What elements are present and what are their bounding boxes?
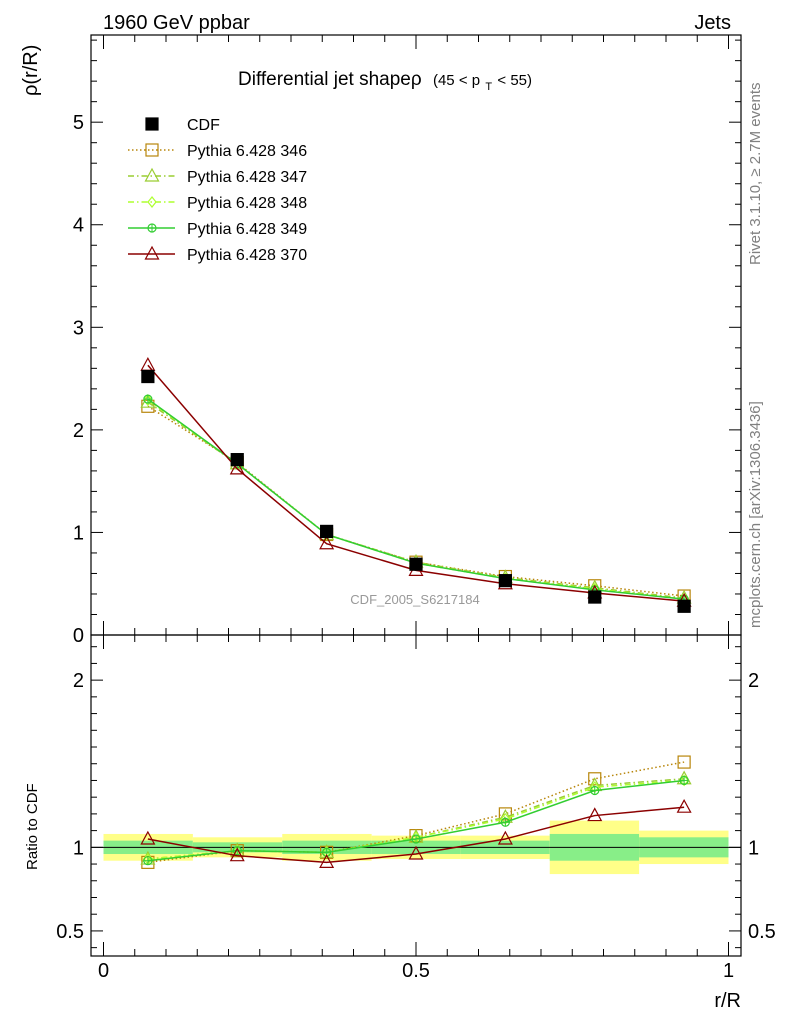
series-4-point-2	[319, 535, 335, 550]
series-4-point-1	[229, 460, 245, 475]
chart-title: Differential jet shapeρ (45 < p T < 55)	[238, 69, 532, 95]
ratio-series-3-point-6	[679, 775, 689, 786]
legend-label-4: Pythia 6.428 370	[187, 247, 307, 264]
legend-marker-0	[145, 143, 159, 157]
cdf-point-3	[409, 557, 423, 571]
ratio-tick-label-right: 1	[748, 837, 759, 859]
y-tick-label: 2	[73, 420, 84, 442]
ratio-plot-frame	[90, 634, 742, 957]
x-tick-label: 1	[723, 960, 734, 982]
ratio-series-4-point-1	[229, 847, 245, 862]
ratio-series-3-point-4	[500, 817, 510, 827]
ratio-series-2-point-6	[679, 774, 689, 787]
legend-marker-4	[144, 245, 160, 260]
legend: CDF Pythia 6.428 346 Pythia 6.428 347 Pythi…	[128, 117, 307, 264]
legend-label-cdf: CDF	[187, 117, 220, 134]
header-energy: 1960 GeV ppbar	[103, 12, 250, 34]
ratio-series-4-point-5	[587, 807, 603, 822]
ratio-tick-label-right: 2	[748, 670, 759, 692]
x-tick-label: 0.5	[402, 960, 430, 982]
ratio-series-4-point-3	[408, 845, 424, 860]
legend-label-0: Pythia 6.428 346	[187, 143, 307, 160]
cdf-point-2	[320, 524, 334, 539]
ratio-series-3-point-3	[411, 834, 421, 844]
ratio-tick-label-right: 0.5	[748, 921, 776, 943]
ratio-y-axis-label: Ratio to CDF	[24, 783, 41, 870]
ratio-tick-label-left: 0.5	[56, 921, 84, 943]
ratio-series-0-point-5	[588, 772, 602, 786]
x-axis-label: r/R	[714, 990, 741, 1012]
y-tick-label: 5	[73, 112, 84, 134]
cdf-point-1	[230, 453, 244, 467]
cdf-point-0	[141, 369, 155, 384]
chart-title-cut-end: < 55)	[497, 72, 532, 89]
ratio-series-4-point-4	[497, 830, 513, 845]
legend-marker-cdf	[145, 117, 159, 131]
analysis-id: CDF_2005_S6217184	[350, 592, 479, 607]
x-tick-label: 0	[98, 960, 109, 982]
side-label-mcplots: mcplots.cern.ch [arXiv:1306.3436]	[747, 401, 764, 628]
y-tick-label: 4	[73, 215, 84, 237]
y-tick-label: 1	[73, 522, 84, 544]
ratio-series-layer	[140, 755, 692, 869]
ratio-tick-label-left: 2	[73, 670, 84, 692]
ratio-line-4	[147, 806, 685, 864]
ratio-series-2-point-2	[321, 846, 332, 859]
y-axis-label: ρ(r/R)	[20, 45, 42, 96]
chart-title-cut: (45 < p	[433, 72, 480, 89]
header-process: Jets	[694, 12, 731, 34]
ratio-series-4-point-6	[676, 798, 692, 813]
legend-marker-2	[147, 196, 157, 208]
legend-marker-1	[144, 167, 160, 182]
cdf-point-6	[677, 599, 691, 613]
legend-label-3: Pythia 6.428 349	[187, 221, 307, 238]
series-2-point-0	[143, 394, 153, 407]
legend-label-1: Pythia 6.428 347	[187, 169, 307, 186]
series-3-point-0	[143, 394, 153, 404]
axis-ticks: 0 1 2 3 4 5 0.5 0.5 1 1 2 2 0 0.5 1	[56, 35, 776, 982]
ratio-series-4-point-2	[319, 854, 335, 868]
series-4-point-0	[140, 356, 156, 371]
ratio-series-3-point-0	[143, 856, 153, 866]
ratio-series-0-point-6	[677, 755, 691, 769]
main-series-layer	[140, 356, 692, 613]
legend-marker-3	[147, 223, 157, 233]
side-label-rivet: Rivet 3.1.10, ≥ 2.7M events	[747, 83, 764, 266]
chart-title-main: Differential jet shapeρ	[238, 69, 422, 90]
y-tick-label: 0	[73, 625, 84, 647]
legend-label-2: Pythia 6.428 348	[187, 195, 307, 212]
cdf-point-5	[588, 590, 602, 604]
y-tick-label: 3	[73, 317, 84, 339]
ratio-series-3-point-5	[590, 785, 600, 796]
cdf-point-4	[498, 574, 512, 588]
ratio-series-4-point-0	[140, 830, 156, 845]
chart-title-cut-sub: T	[485, 81, 492, 93]
ratio-tick-label-left: 1	[73, 837, 84, 859]
